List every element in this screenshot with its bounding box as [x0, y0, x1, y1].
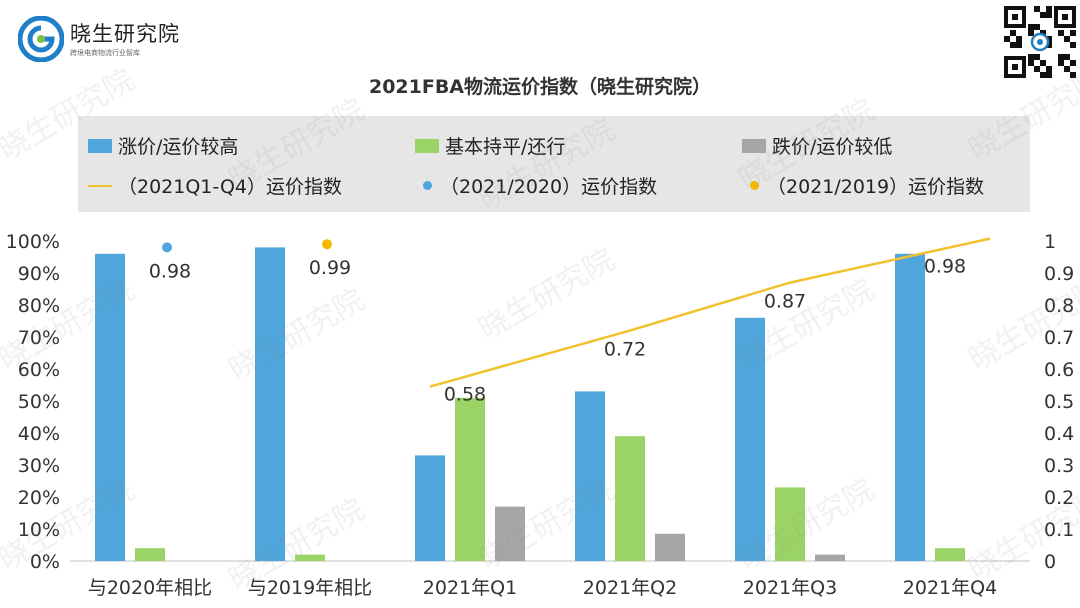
x-tick-label: 与2020年相比	[88, 577, 212, 599]
index-line-data-label: 0.87	[764, 291, 806, 313]
index-point-data-label: 0.99	[309, 257, 351, 279]
x-tick-label: 与2019年相比	[248, 577, 372, 599]
bar	[895, 253, 925, 562]
legend-item-flat: 基本持平/还行	[415, 132, 565, 159]
legend-label-line: （2021Q1-Q4）运价指数	[118, 176, 342, 198]
y-left-tick-label: 10%	[18, 519, 60, 541]
bar	[495, 506, 525, 561]
legend-label-up: 涨价/运价较高	[118, 136, 239, 158]
logo-g-icon	[18, 16, 64, 62]
legend-swatch-down	[742, 138, 766, 153]
y-right-tick-label: 0	[1044, 551, 1056, 573]
legend-swatch-up	[88, 138, 112, 153]
index-point-data-label: 0.98	[149, 260, 191, 282]
y-left-tick-label: 90%	[18, 263, 60, 285]
bar	[775, 487, 805, 561]
legend-item-dot2020: （2021/2020）运价指数	[415, 172, 657, 199]
y-left-tick-label: 80%	[18, 295, 60, 317]
bar	[135, 548, 165, 561]
y-left-tick-label: 50%	[18, 391, 60, 413]
bar	[95, 253, 125, 562]
y-right-tick-label: 0.3	[1044, 455, 1074, 477]
legend-label-down: 跌价/运价较低	[772, 136, 893, 158]
legend-item-dot2019: （2021/2019）运价指数	[742, 172, 984, 199]
bar	[455, 397, 485, 561]
x-tick-label: 2021年Q4	[903, 577, 997, 599]
legend-swatch-dot2019	[750, 181, 759, 190]
chart-title: 2021FBA物流运价指数（晓生研究院）	[368, 76, 712, 98]
index-line	[429, 237, 991, 388]
legend	[78, 116, 1030, 212]
bar	[655, 533, 685, 561]
y-left-tick-label: 0%	[30, 551, 60, 573]
index-point	[322, 239, 332, 250]
index-line-data-label: 0.98	[924, 255, 966, 277]
legend-label-flat: 基本持平/还行	[445, 136, 566, 158]
brand-name: 晓生研究院	[70, 22, 180, 46]
bar	[575, 391, 605, 561]
y-left-tick-label: 20%	[18, 487, 60, 509]
y-right-tick-label: 0.7	[1044, 327, 1074, 349]
index-point	[162, 242, 172, 253]
y-right-tick-label: 0.5	[1044, 391, 1074, 413]
legend-item-down: 跌价/运价较低	[742, 132, 892, 159]
legend-item-up: 涨价/运价较高	[88, 132, 238, 159]
y-left-tick-label: 30%	[18, 455, 60, 477]
index-line-data-label: 0.58	[444, 383, 486, 405]
bar	[735, 317, 765, 561]
bar	[415, 455, 445, 561]
legend-swatch-flat	[415, 138, 439, 153]
bar	[255, 247, 285, 561]
y-right-tick-label: 0.6	[1044, 359, 1074, 381]
index-line-data-label: 0.72	[604, 339, 646, 361]
y-left-tick-label: 70%	[18, 327, 60, 349]
qr-code-icon	[1004, 6, 1076, 78]
x-tick-label: 2021年Q1	[423, 577, 517, 599]
y-right-tick-label: 0.4	[1044, 423, 1074, 445]
bar	[295, 554, 325, 561]
legend-label-dot2019: （2021/2019）运价指数	[767, 176, 985, 198]
x-tick-label: 2021年Q3	[743, 577, 837, 599]
brand-tagline: 跨境电商物流行业智库	[70, 49, 140, 57]
legend-item-line: （2021Q1-Q4）运价指数	[88, 172, 342, 199]
y-left-tick-label: 100%	[6, 231, 60, 253]
legend-swatch-line	[88, 184, 112, 187]
legend-label-dot2020: （2021/2020）运价指数	[440, 176, 658, 198]
y-right-tick-label: 1	[1044, 231, 1056, 253]
x-tick-label: 2021年Q2	[583, 577, 677, 599]
legend-swatch-dot2020	[423, 181, 432, 190]
bar	[615, 436, 645, 561]
y-right-tick-label: 0.8	[1044, 295, 1074, 317]
bar	[815, 554, 845, 561]
y-left-tick-label: 40%	[18, 423, 60, 445]
y-right-tick-label: 0.2	[1044, 487, 1074, 509]
y-right-tick-label: 0.1	[1044, 519, 1074, 541]
brand-logo: 晓生研究院 跨境电商物流行业智库	[18, 14, 179, 64]
bar	[935, 548, 965, 561]
y-left-tick-label: 60%	[18, 359, 60, 381]
y-right-tick-label: 0.9	[1044, 263, 1074, 285]
